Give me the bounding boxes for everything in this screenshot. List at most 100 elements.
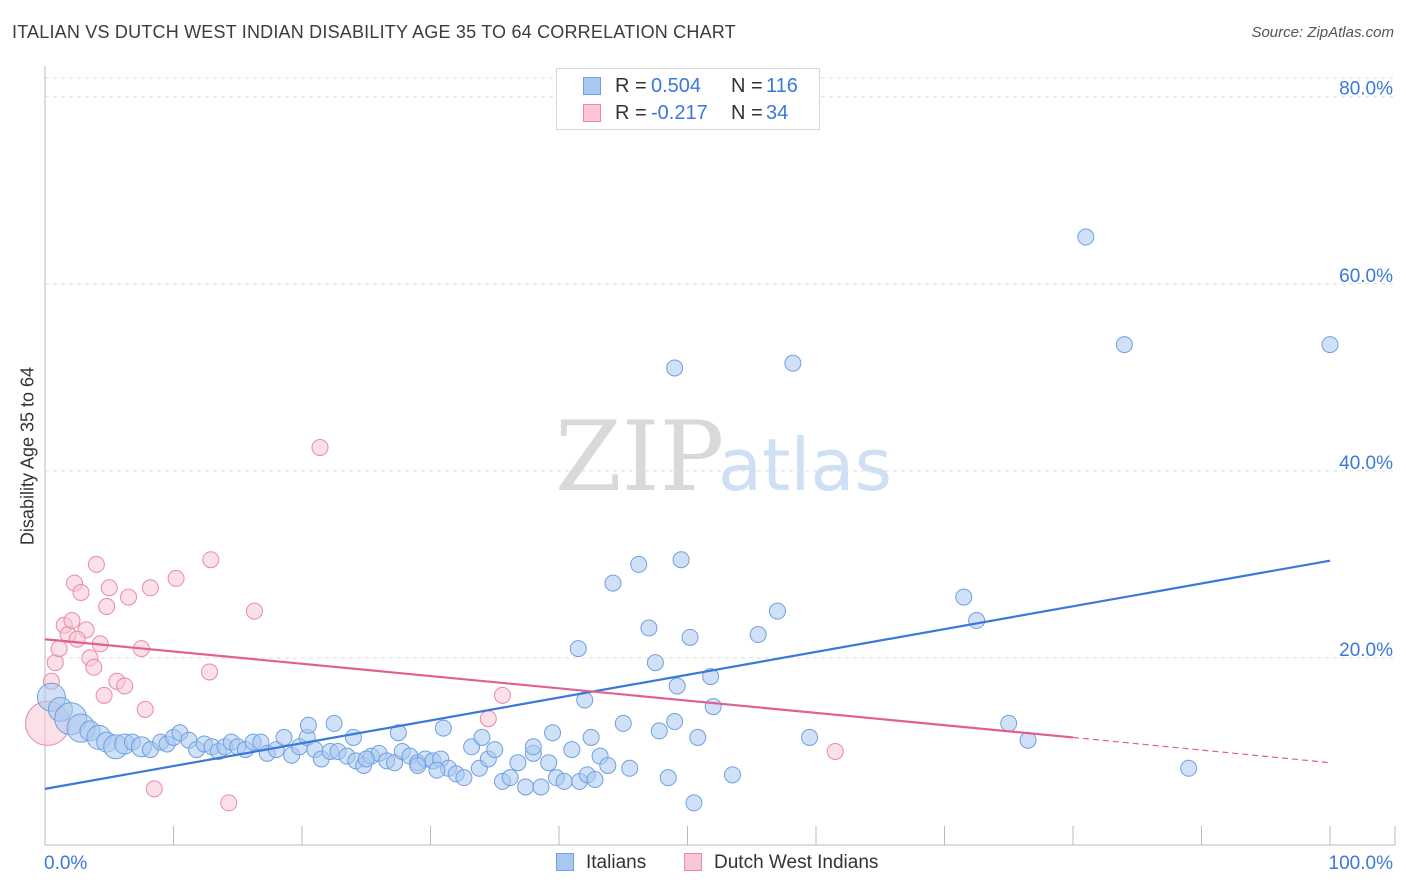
dwi-point (220, 794, 238, 812)
italians-point (569, 640, 587, 658)
dwi-point (50, 640, 68, 658)
italians-swatch (583, 77, 601, 95)
dwi-point (136, 700, 154, 718)
r-label: R = (615, 75, 647, 97)
italians-point (621, 759, 639, 777)
italians-point (509, 754, 527, 772)
italians-trend-line (44, 559, 1331, 790)
dwi-point (95, 686, 113, 704)
italians-point (640, 619, 658, 637)
source-label: Source: ZipAtlas.com (1251, 24, 1394, 41)
italians-point (723, 766, 741, 784)
italians-point (409, 756, 427, 774)
italians-point (704, 698, 722, 716)
tick-labels: 20.0% 40.0% 60.0% 80.0% 0.0% 100.0% (44, 79, 1393, 874)
dwi-point (98, 597, 116, 615)
italians-point (1000, 714, 1018, 732)
italians-point (968, 612, 986, 630)
dwi-point (202, 551, 220, 569)
italians-point (473, 728, 491, 746)
n-value-italians: 116 (766, 75, 798, 97)
dwi-point (200, 663, 218, 681)
x-tick-label: 100.0% (1329, 853, 1394, 874)
dwi-legend-label: Dutch West Indians (714, 852, 879, 873)
italians-point (434, 719, 452, 737)
italians-point (599, 756, 617, 774)
r-value-dwi: -0.217 (651, 102, 708, 124)
dwi-point (68, 630, 86, 648)
x-tick-label: 0.0% (44, 853, 87, 874)
y-axis-label: Disability Age 35 to 64 (17, 366, 38, 546)
italians-point (1115, 336, 1133, 354)
italians-point (681, 628, 699, 646)
italians-point (582, 728, 600, 746)
dwi-point (145, 780, 163, 798)
italians-point (428, 761, 446, 779)
italians-point (749, 626, 767, 644)
italians-point (524, 738, 542, 756)
n-value-dwi: 34 (766, 102, 789, 124)
dwi-point (141, 579, 159, 597)
italians-point (666, 713, 684, 731)
italians-point (666, 359, 684, 377)
italians-point (672, 551, 690, 569)
dwi-point (479, 710, 497, 728)
italians-legend-swatch (556, 853, 574, 871)
dwi-point (120, 588, 138, 606)
dwi-trend-line (44, 638, 1074, 739)
italians-point (685, 794, 703, 812)
italians-point (517, 778, 535, 796)
dwi-point (85, 658, 103, 676)
italians-point (563, 741, 581, 759)
italians-point (532, 778, 550, 796)
r-value-italians: 0.504 (651, 75, 702, 97)
italians-legend-label: Italians (586, 852, 647, 873)
italians-point (486, 741, 504, 759)
trend-lines (44, 559, 1331, 790)
axes (44, 66, 1396, 846)
italians-point (275, 728, 293, 746)
italians-point (455, 769, 473, 787)
correlation-legend: R = 0.504 N = 116 R = -0.217 N = 34 (556, 68, 820, 130)
dwi-point (493, 686, 511, 704)
r-label: R = (615, 102, 647, 124)
italians-point (659, 769, 677, 787)
italians-point (1077, 228, 1095, 246)
italians-point (668, 677, 686, 695)
italians-point (768, 602, 786, 620)
dwi-swatch (583, 104, 601, 122)
italians-point (646, 654, 664, 672)
italians-point (344, 728, 362, 746)
italians-point (650, 722, 668, 740)
y-tick-label: 60.0% (1339, 266, 1393, 287)
dwi-point (311, 438, 329, 456)
italians-point (784, 354, 802, 372)
dwi-point (63, 612, 81, 630)
y-tick-label: 80.0% (1339, 79, 1393, 100)
italians-point (555, 772, 573, 790)
italians-points (36, 228, 1339, 812)
n-label: N = (731, 102, 763, 124)
italians-point (702, 668, 720, 686)
dwi-trend-extension (1072, 736, 1331, 764)
dwi-point (87, 555, 105, 573)
italians-point (801, 728, 819, 746)
italians-point (614, 714, 632, 732)
italians-point (389, 724, 407, 742)
dwi-point (72, 583, 90, 601)
italians-point (604, 574, 622, 592)
watermark-zip: ZIP (555, 401, 724, 513)
dwi-point (100, 579, 118, 597)
dwi-point (167, 569, 185, 587)
italians-point (325, 714, 343, 732)
dwi-point (46, 654, 64, 672)
italians-point (357, 750, 375, 768)
watermark-atlas: atlas (718, 423, 892, 507)
italians-point (1180, 759, 1198, 777)
italians-point (630, 555, 648, 573)
dwi-point (245, 602, 263, 620)
dwi-point (826, 742, 844, 760)
chart-title: ITALIAN VS DUTCH WEST INDIAN DISABILITY … (12, 22, 736, 42)
dwi-point (116, 677, 134, 695)
n-label: N = (731, 75, 763, 97)
